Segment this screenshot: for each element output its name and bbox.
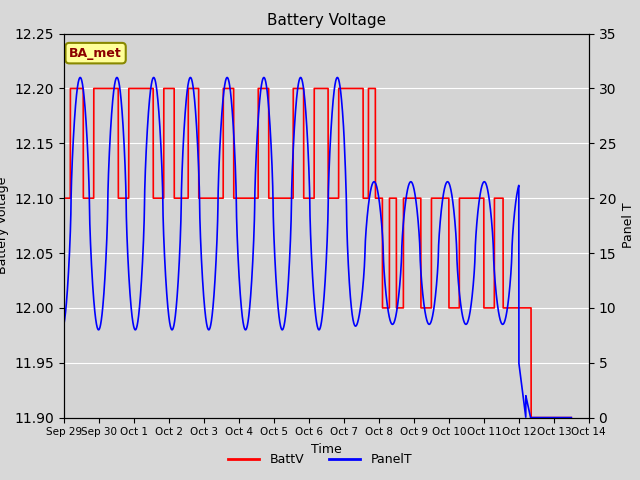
Legend: BattV, PanelT: BattV, PanelT: [223, 448, 417, 471]
Text: BA_met: BA_met: [69, 47, 122, 60]
X-axis label: Time: Time: [311, 443, 342, 456]
Title: Battery Voltage: Battery Voltage: [267, 13, 386, 28]
Y-axis label: Battery Voltage: Battery Voltage: [0, 177, 9, 274]
Y-axis label: Panel T: Panel T: [621, 203, 635, 249]
